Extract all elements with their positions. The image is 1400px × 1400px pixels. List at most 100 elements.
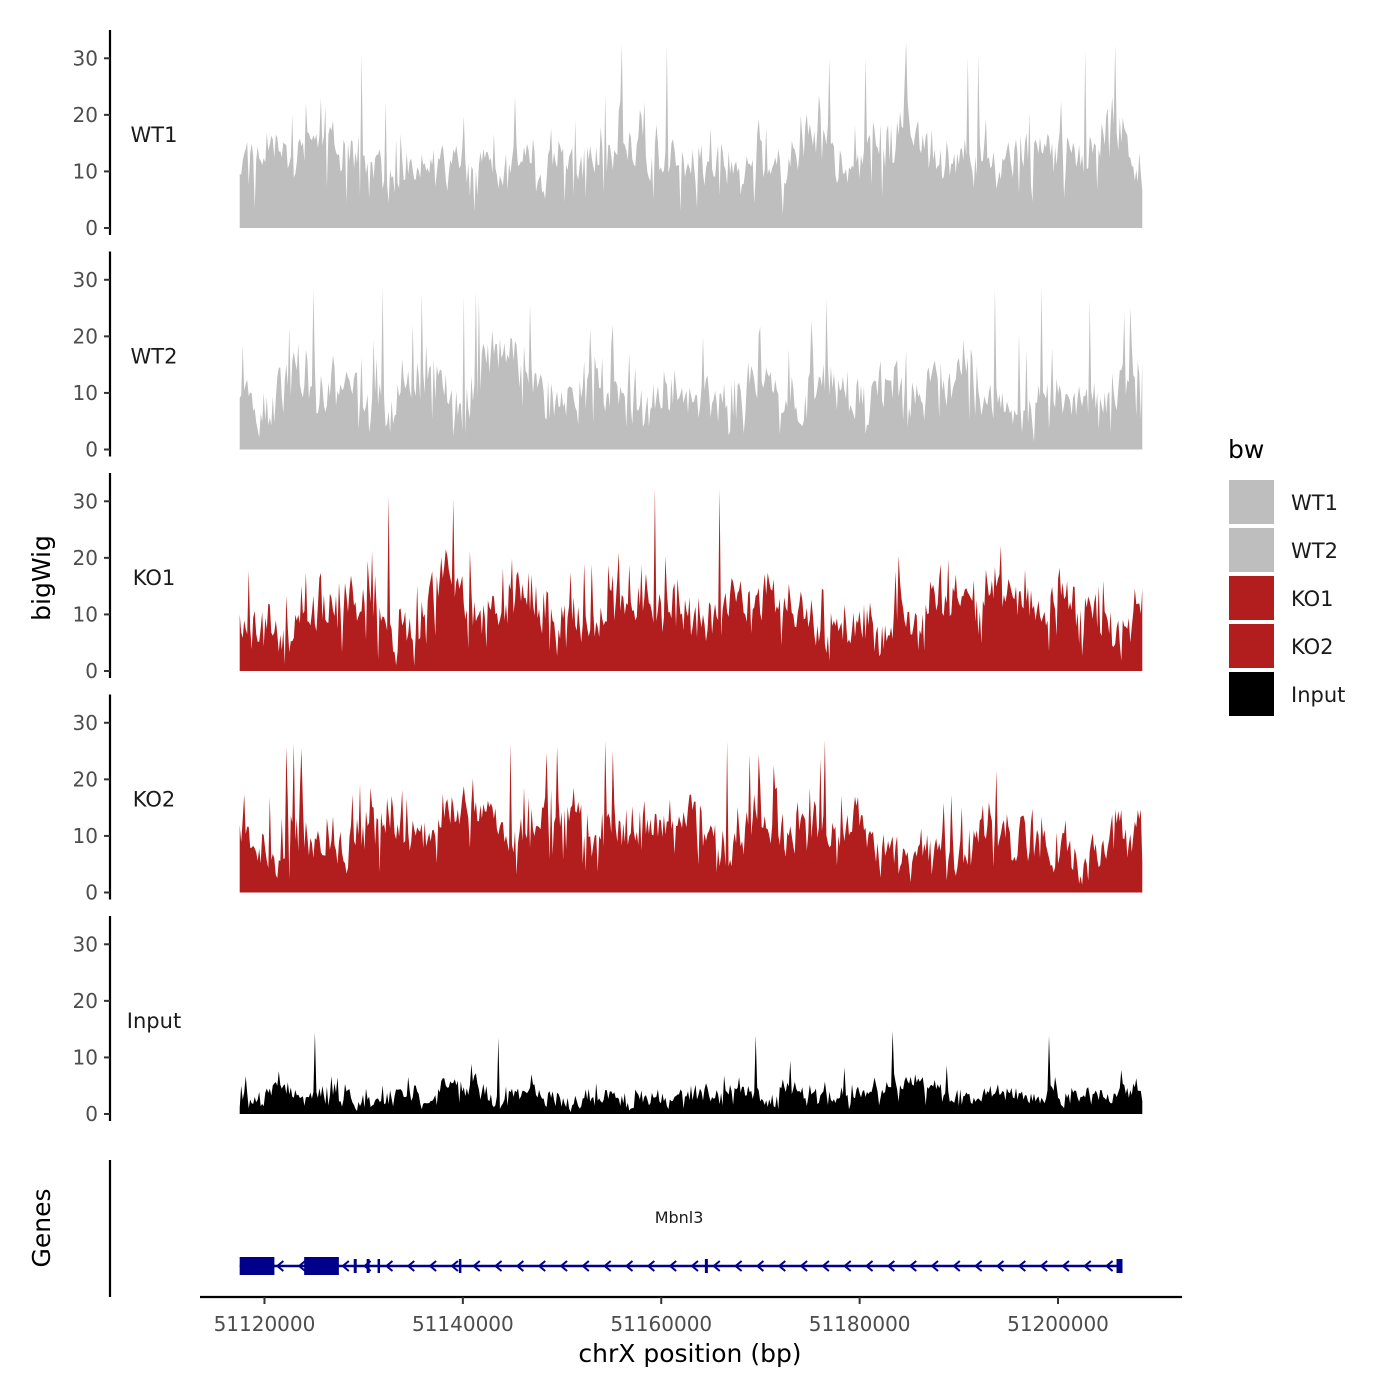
x-tick-label: 51180000 xyxy=(809,1312,911,1336)
legend-key-wt1 xyxy=(1229,480,1274,524)
strand-arrow xyxy=(384,1260,394,1272)
x-tick-label: 51160000 xyxy=(610,1312,712,1336)
genes-axis-title: Genes xyxy=(27,1188,56,1267)
y-tick-label: 30 xyxy=(73,268,98,292)
y-tick-label: 0 xyxy=(85,659,98,683)
strand-arrow xyxy=(799,1260,808,1272)
legend-key-ko2 xyxy=(1229,624,1274,668)
y-tick-label: 20 xyxy=(73,546,98,570)
strand-arrow xyxy=(1017,1260,1026,1272)
tracks-layer: 0 10 20 30 WT1 0 10 20 30 WT2 0 10 20 30 KO1 0 10 20 30 KO2… xyxy=(73,30,1143,1126)
y-tick-label: 0 xyxy=(85,216,98,240)
strand-arrow xyxy=(952,1260,961,1272)
gene-exon xyxy=(366,1259,370,1273)
track-panel-wt2: 0 10 20 30 WT2 xyxy=(73,251,1143,462)
strand-arrow xyxy=(603,1260,612,1272)
strand-arrow xyxy=(821,1260,830,1272)
y-tick-label: 30 xyxy=(73,711,98,735)
y-tick-label: 0 xyxy=(85,438,98,462)
strand-arrow xyxy=(908,1260,917,1272)
strand-arrow xyxy=(886,1260,896,1272)
legend-key-wt2 xyxy=(1229,528,1274,572)
coverage-area-wt1 xyxy=(239,41,1143,228)
strand-arrow xyxy=(472,1260,481,1272)
legend-key-ko1 xyxy=(1229,576,1274,620)
y-tick-label: 10 xyxy=(73,381,98,405)
x-axis: 51120000 51140000 51160000 51180000 51200000 xyxy=(200,1295,1182,1336)
legend-label-wt2: WT2 xyxy=(1291,539,1338,563)
coverage-area-input xyxy=(239,1030,1143,1114)
legend-label-wt1: WT1 xyxy=(1291,491,1338,515)
coverage-area-ko2 xyxy=(239,739,1143,893)
gene-exon xyxy=(353,1259,357,1273)
strand-arrow xyxy=(297,1260,306,1272)
strand-arrow xyxy=(341,1260,350,1272)
strand-arrow xyxy=(712,1260,721,1272)
y-tick-label: 10 xyxy=(73,824,98,848)
track-label-input: Input xyxy=(127,1009,181,1033)
strand-arrow xyxy=(843,1260,852,1272)
track-label-ko1: KO1 xyxy=(133,566,176,590)
strand-arrow xyxy=(734,1260,743,1272)
strand-arrow xyxy=(646,1260,655,1272)
strand-arrow xyxy=(974,1260,983,1272)
legend-label-input: Input xyxy=(1291,683,1345,707)
strand-arrow xyxy=(537,1260,546,1272)
y-tick-label: 30 xyxy=(73,46,98,70)
strand-arrow xyxy=(1083,1260,1092,1272)
y-tick-label: 0 xyxy=(85,881,98,905)
y-tick-label: 10 xyxy=(73,1045,98,1069)
gene-exon xyxy=(704,1259,708,1273)
gene-exon xyxy=(1116,1259,1123,1273)
y-tick-label: 20 xyxy=(73,767,98,791)
x-tick-label: 51140000 xyxy=(412,1312,514,1336)
track-label-wt2: WT2 xyxy=(131,345,178,369)
gene-exon xyxy=(239,1257,275,1275)
strand-arrow xyxy=(668,1260,677,1272)
strand-arrow xyxy=(624,1260,634,1272)
strand-arrow xyxy=(690,1260,699,1272)
track-panel-ko2: 0 10 20 30 KO2 xyxy=(73,694,1143,905)
strand-arrow xyxy=(275,1260,284,1272)
y-tick-label: 0 xyxy=(85,1102,98,1126)
strand-arrow xyxy=(864,1260,874,1272)
legend-label-ko2: KO2 xyxy=(1291,635,1334,659)
strand-arrow xyxy=(1039,1260,1048,1272)
strand-arrow xyxy=(1061,1260,1070,1272)
x-axis-title: chrX position (bp) xyxy=(578,1339,801,1368)
strand-arrow xyxy=(450,1260,459,1272)
track-panel-input: 0 10 20 30 Input xyxy=(73,916,1143,1126)
coverage-area-wt2 xyxy=(239,286,1143,450)
strand-arrow xyxy=(559,1260,568,1272)
x-tick-label: 51120000 xyxy=(214,1312,316,1336)
strand-arrow xyxy=(995,1260,1005,1272)
gene-panel: Mbnl3 xyxy=(108,1160,1123,1297)
gene-exon xyxy=(377,1259,381,1273)
strand-arrow xyxy=(1105,1260,1114,1272)
y-tick-label: 10 xyxy=(73,602,98,626)
strand-arrow xyxy=(930,1260,939,1272)
strand-arrow xyxy=(515,1260,525,1272)
coverage-area-ko1 xyxy=(239,488,1143,671)
strand-arrow xyxy=(428,1260,437,1272)
track-label-ko2: KO2 xyxy=(133,788,176,812)
y-tick-label: 20 xyxy=(73,324,98,348)
y-tick-label: 30 xyxy=(73,489,98,513)
y-tick-label: 30 xyxy=(73,932,98,956)
y-tick-label: 20 xyxy=(73,989,98,1013)
y-tick-label: 10 xyxy=(73,159,98,183)
legend: bw WT1 WT2 KO1 KO2 Input xyxy=(1228,435,1345,716)
y-tick-label: 20 xyxy=(73,103,98,127)
gene-name-label: Mbnl3 xyxy=(655,1208,704,1227)
legend-label-ko1: KO1 xyxy=(1291,587,1334,611)
track-panel-wt1: 0 10 20 30 WT1 xyxy=(73,30,1143,240)
strand-arrow xyxy=(494,1260,503,1272)
legend-key-input xyxy=(1229,672,1274,716)
legend-title: bw xyxy=(1228,435,1264,464)
gene-exon xyxy=(458,1259,462,1273)
x-tick-label: 51200000 xyxy=(1007,1312,1109,1336)
strand-arrow xyxy=(581,1260,590,1272)
track-panel-ko1: 0 10 20 30 KO1 xyxy=(73,473,1143,683)
y-axis-title: bigWig xyxy=(27,535,56,621)
